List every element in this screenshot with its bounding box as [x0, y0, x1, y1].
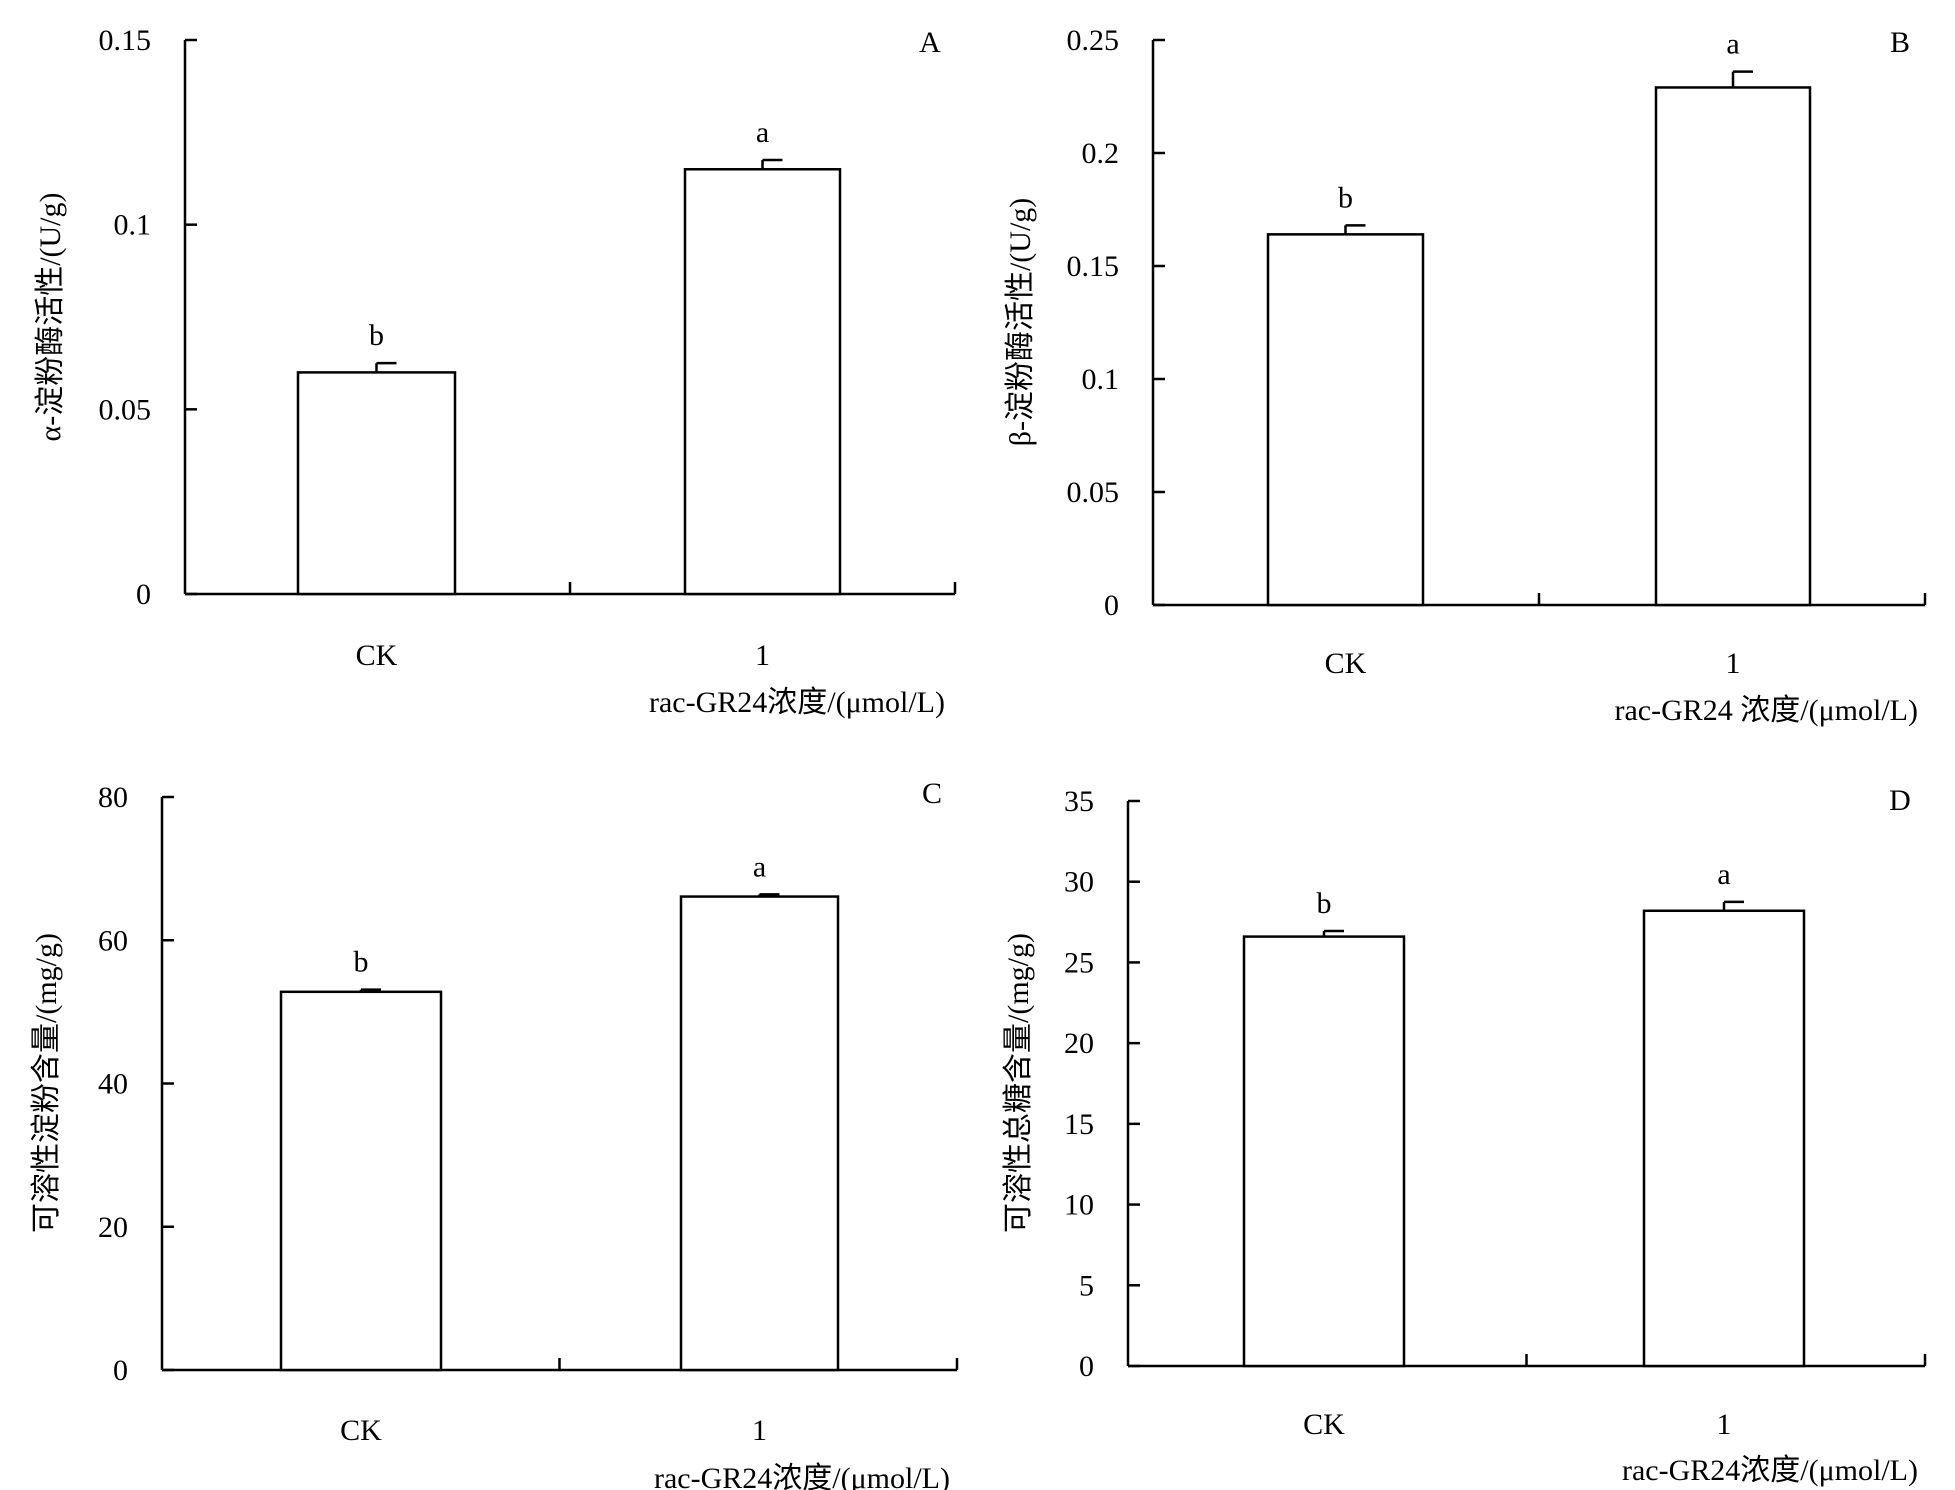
- bar-treatment: [679, 895, 840, 1372]
- x-axis-title: rac-GR24浓度/(μmol/L): [1622, 1454, 1918, 1487]
- bar-ck: [296, 371, 457, 596]
- panel-letter: D: [1889, 784, 1911, 817]
- bar-treatment: [1654, 86, 1812, 607]
- y-tick-label: 5: [1079, 1269, 1094, 1302]
- y-tick-label: 20: [98, 1211, 128, 1244]
- y-tick-label: 0: [113, 1354, 128, 1387]
- significance-letter: b: [369, 319, 384, 352]
- y-tick-label: 0: [136, 578, 151, 611]
- significance-letter: b: [1338, 181, 1353, 214]
- significance-letter: b: [354, 946, 369, 979]
- y-tick-label: 0: [1079, 1350, 1094, 1383]
- y-axis-title: β-淀粉酶活性/(U/g): [1004, 198, 1037, 447]
- y-tick-label: 60: [98, 924, 128, 957]
- y-tick-label: 0.05: [1067, 476, 1120, 509]
- significance-letter: a: [1717, 858, 1730, 891]
- x-axis-title: rac-GR24浓度/(μmol/L): [649, 686, 945, 719]
- panel-letter: A: [919, 26, 941, 59]
- significance-letter: b: [1317, 887, 1332, 920]
- y-tick-label: 0.1: [114, 209, 152, 242]
- y-tick-label: 0: [1104, 589, 1119, 622]
- category-label: 1: [755, 639, 770, 672]
- y-tick-label: 0.1: [1082, 363, 1120, 396]
- category-label: CK: [1325, 647, 1367, 680]
- category-label: 1: [752, 1414, 767, 1447]
- y-tick-label: 0.25: [1067, 24, 1120, 57]
- y-tick-label: 0.05: [99, 393, 152, 426]
- category-label: 1: [1717, 1408, 1732, 1441]
- significance-letter: a: [756, 116, 769, 149]
- x-axis-title: rac-GR24 浓度/(μmol/L): [1614, 694, 1918, 727]
- bar-treatment: [683, 168, 842, 596]
- bar-ck: [1242, 935, 1406, 1368]
- significance-letter: a: [1726, 28, 1739, 61]
- y-tick-label: 10: [1064, 1189, 1094, 1222]
- y-tick-label: 0.2: [1082, 137, 1120, 170]
- category-label: 1: [1726, 647, 1741, 680]
- y-axis-title: 可溶性淀粉含量/(mg/g): [30, 933, 63, 1233]
- y-tick-label: 0.15: [99, 24, 152, 57]
- category-label: CK: [340, 1414, 382, 1447]
- y-tick-label: 20: [1064, 1027, 1094, 1060]
- y-tick-label: 40: [98, 1068, 128, 1101]
- y-axis-title: 可溶性总糖含量/(mg/g): [1002, 933, 1035, 1233]
- category-label: CK: [356, 639, 398, 672]
- panel-letter: C: [922, 777, 942, 810]
- y-tick-label: 80: [98, 781, 128, 814]
- y-tick-label: 30: [1064, 866, 1094, 899]
- panel-letter: B: [1890, 26, 1910, 59]
- category-label: CK: [1303, 1408, 1345, 1441]
- x-axis-title: rac-GR24浓度/(μmol/L): [654, 1462, 950, 1490]
- bar-treatment: [1642, 909, 1806, 1368]
- bar-ck: [1266, 233, 1425, 607]
- y-tick-label: 0.15: [1067, 250, 1120, 283]
- y-axis-title: α-淀粉酶活性/(U/g): [34, 192, 67, 441]
- y-tick-label: 25: [1064, 946, 1094, 979]
- bar-ck: [279, 990, 443, 1372]
- y-tick-label: 35: [1064, 785, 1094, 818]
- y-tick-label: 15: [1064, 1108, 1094, 1141]
- significance-letter: a: [753, 850, 766, 883]
